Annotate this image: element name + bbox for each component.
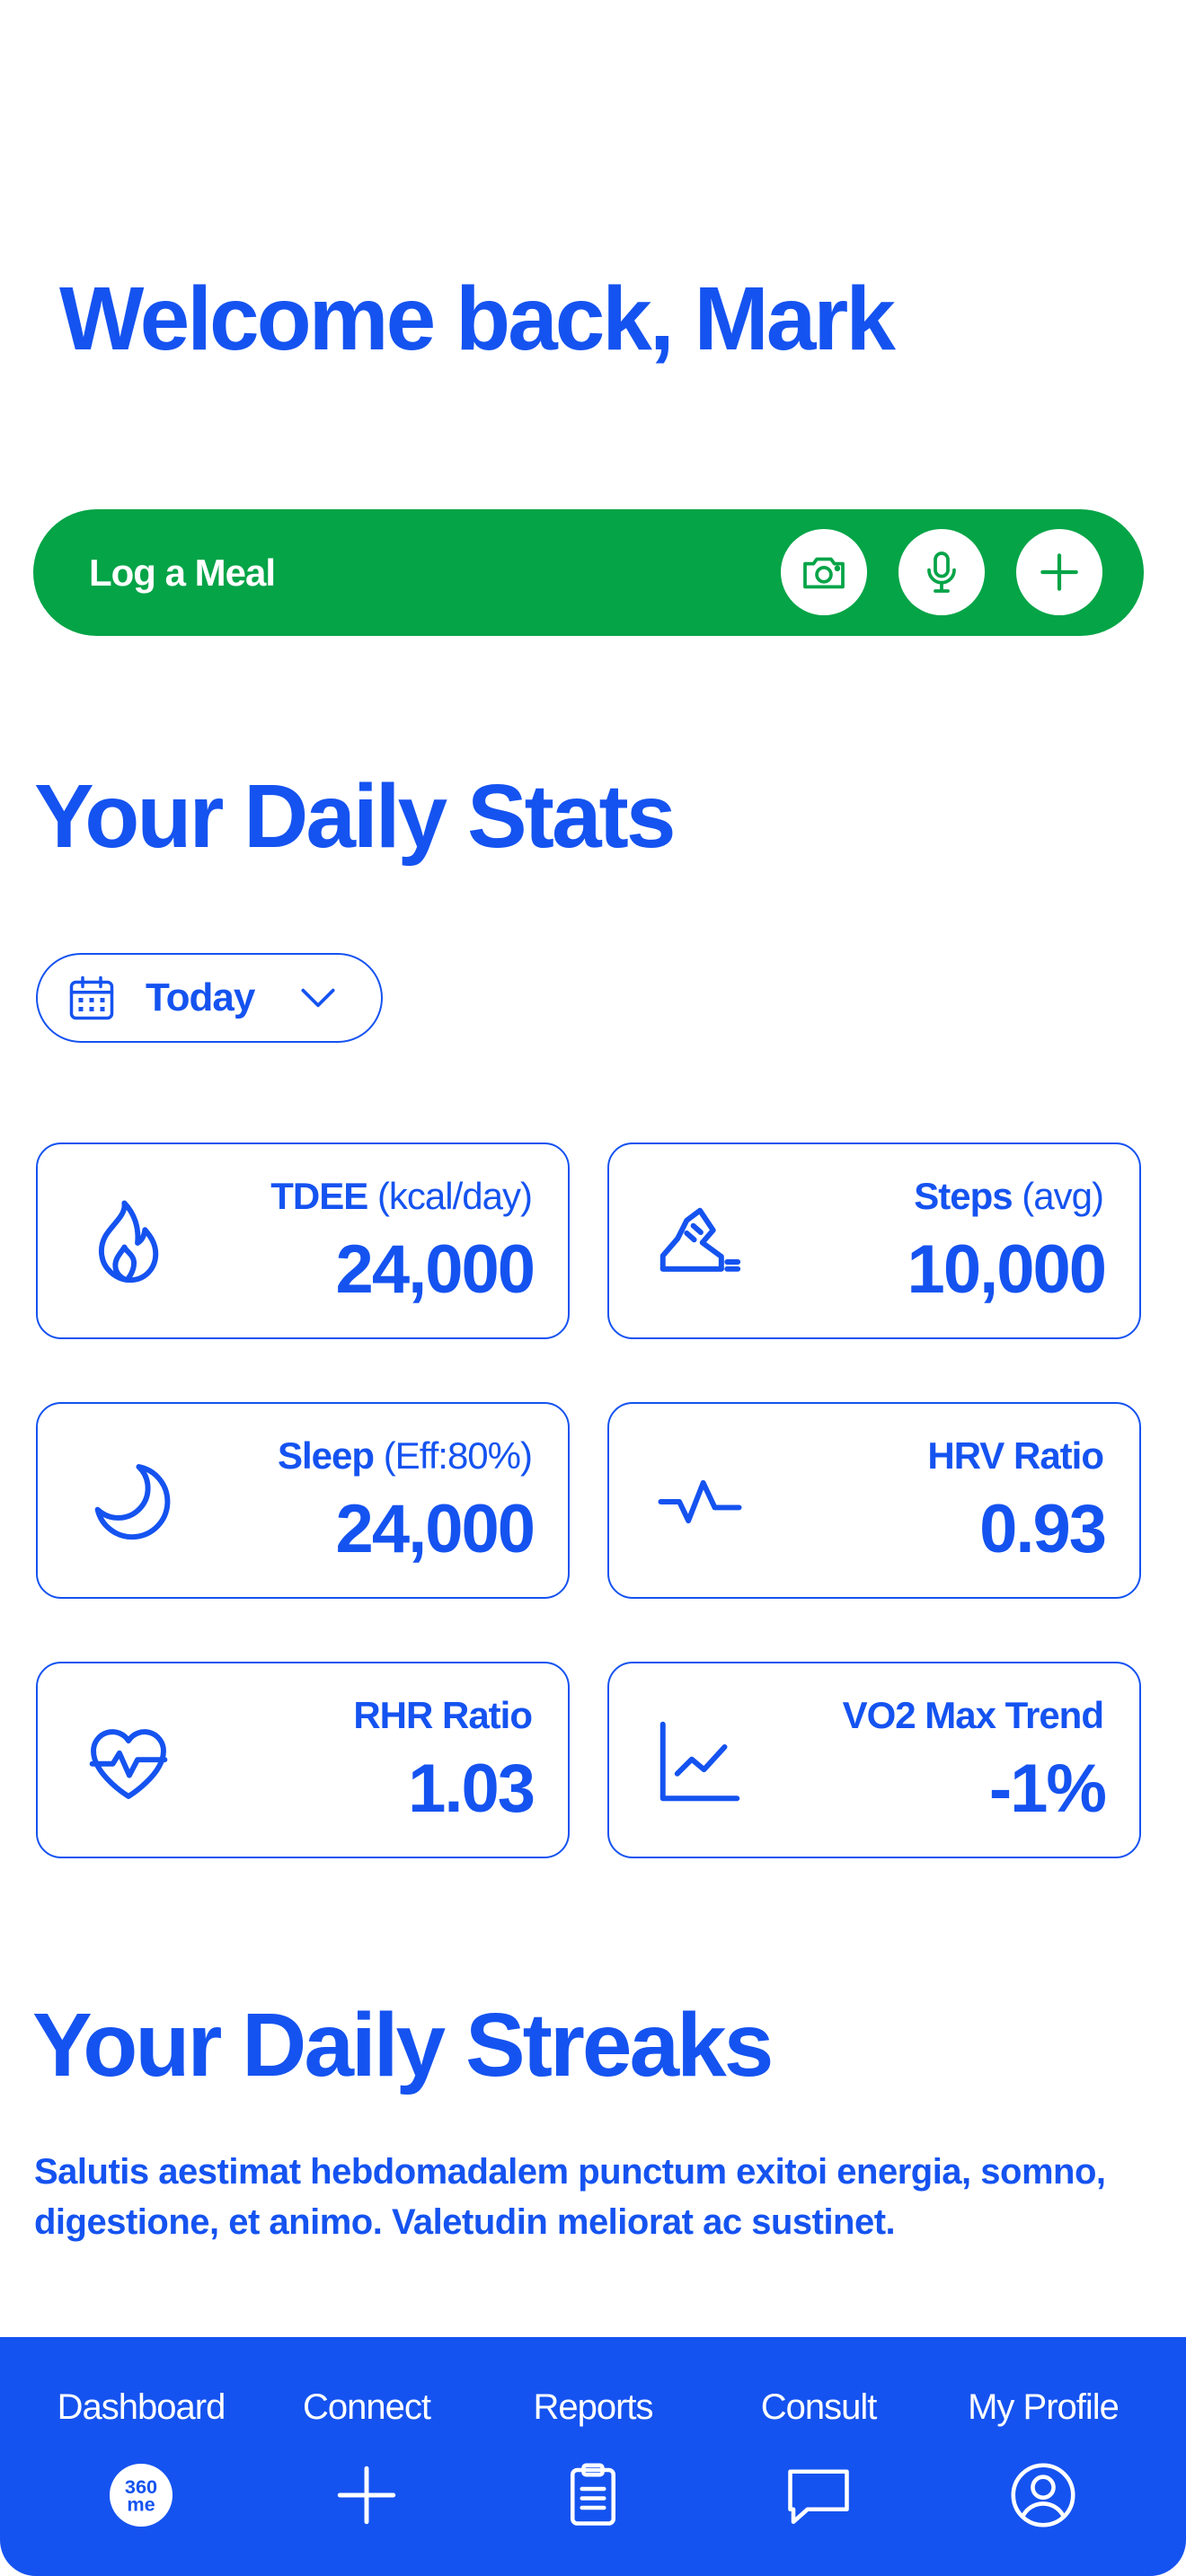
trend-chart-icon: [659, 1721, 740, 1802]
stat-label: VO2 Max Trend: [842, 1694, 1104, 1736]
camera-icon: [803, 557, 845, 589]
stat-value: -1%: [988, 1751, 1107, 1827]
user-circle-icon: [1011, 2463, 1075, 2527]
stat-card-hrv[interactable]: HRV Ratio 0.93: [607, 1402, 1141, 1599]
clipboard-icon: [570, 2463, 616, 2526]
plus-icon: [1040, 553, 1078, 591]
flame-icon: [98, 1200, 159, 1284]
stat-value: 0.93: [979, 1491, 1107, 1567]
nav-label: Consult: [760, 2387, 878, 2427]
bottom-nav: Dashboard 360 me Connect Reports Consult…: [0, 2337, 1186, 2576]
stat-value: 10,000: [907, 1231, 1107, 1308]
pulse-icon: [658, 1479, 742, 1524]
nav-label: Dashboard: [57, 2387, 226, 2427]
nav-label: My Profile: [968, 2387, 1120, 2427]
chevron-down-icon: [301, 988, 335, 1008]
stat-card-tdee[interactable]: TDEE (kcal/day) 24,000: [36, 1142, 570, 1339]
add-meal-button[interactable]: [1016, 529, 1102, 615]
stat-label: RHR Ratio: [353, 1694, 533, 1736]
daily-streaks-description: Salutis aestimat hebdomadalem punctum ex…: [34, 2152, 1106, 2242]
svg-text:360: 360: [125, 2475, 157, 2498]
log-meal-label: Log a Meal: [89, 551, 276, 594]
nav-my-profile[interactable]: My Profile: [935, 2337, 1151, 2576]
sneaker-icon: [659, 1207, 741, 1272]
stat-value: 24,000: [335, 1491, 535, 1567]
moon-icon: [94, 1464, 171, 1540]
stat-label: HRV Ratio: [927, 1434, 1104, 1477]
stat-label: Steps (avg): [914, 1175, 1104, 1217]
stat-card-steps[interactable]: Steps (avg) 10,000: [607, 1142, 1141, 1339]
nav-reports[interactable]: Reports: [485, 2337, 701, 2576]
nav-consult[interactable]: Consult: [711, 2337, 926, 2576]
date-filter-value: Today: [146, 975, 255, 1019]
stat-value: 24,000: [335, 1231, 535, 1308]
svg-text:me: me: [127, 2493, 155, 2516]
camera-button[interactable]: [781, 529, 867, 615]
microphone-icon: [927, 551, 956, 593]
stat-card-sleep[interactable]: Sleep (Eff:80%) 24,000: [36, 1402, 570, 1599]
heart-pulse-icon: [89, 1729, 168, 1799]
date-filter-dropdown[interactable]: Today: [36, 953, 383, 1043]
nav-dashboard[interactable]: Dashboard 360 me: [33, 2337, 249, 2576]
welcome-heading: Welcome back, Mark: [59, 269, 896, 369]
stat-label: Sleep (Eff:80%): [277, 1434, 533, 1477]
chat-bubble-icon: [788, 2469, 849, 2525]
stat-label: TDEE (kcal/day): [270, 1175, 533, 1217]
log-meal-bar[interactable]: Log a Meal: [33, 509, 1144, 636]
stat-card-rhr[interactable]: RHR Ratio 1.03: [36, 1662, 570, 1858]
stat-value: 1.03: [408, 1751, 535, 1827]
daily-stats-title: Your Daily Stats: [34, 766, 676, 867]
stat-card-vo2-max[interactable]: VO2 Max Trend -1%: [607, 1662, 1141, 1858]
nav-label: Connect: [303, 2387, 431, 2427]
calendar-icon: [69, 975, 114, 1020]
nav-label: Reports: [533, 2387, 653, 2427]
plus-icon: [337, 2466, 396, 2525]
360me-logo-icon: 360 me: [110, 2464, 173, 2527]
daily-streaks-title: Your Daily Streaks: [32, 1995, 774, 2095]
nav-connect[interactable]: Connect: [259, 2337, 474, 2576]
voice-button[interactable]: [898, 529, 985, 615]
